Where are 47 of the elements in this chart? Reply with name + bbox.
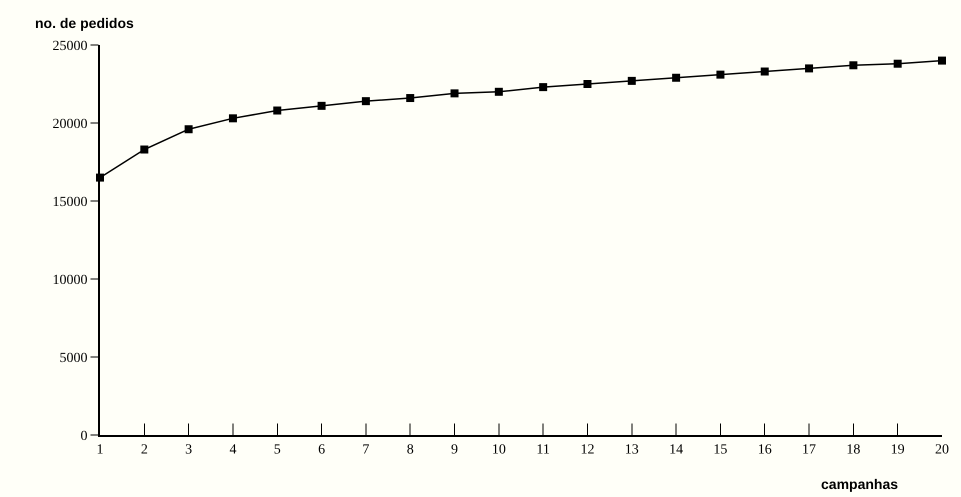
x-tick-label: 6 [318, 442, 326, 458]
point [628, 76, 636, 85]
y-tick-label: 0 [80, 428, 88, 444]
x-tick-label: 10 [492, 442, 506, 458]
x-tick-label: 5 [274, 442, 281, 458]
y-tick-label: 20000 [52, 116, 88, 132]
point [450, 89, 459, 98]
x-tick-label: 19 [890, 442, 905, 458]
point [273, 106, 282, 115]
point [716, 70, 724, 79]
x-axis-title: campanhas [821, 476, 898, 492]
x-tick-label: 1 [96, 442, 104, 458]
y-tick-label: 10000 [52, 272, 88, 288]
y-tick-label: 25000 [52, 38, 88, 54]
x-tick-label: 9 [451, 442, 458, 458]
point [228, 114, 237, 122]
point [184, 125, 193, 134]
point [406, 94, 414, 102]
point [362, 97, 370, 106]
y-axis-title: no. de pedidos [35, 15, 134, 31]
point [583, 80, 592, 88]
x-tick-label: 7 [362, 442, 370, 458]
y-tick-label: 5000 [59, 350, 88, 366]
point [539, 83, 548, 92]
x-tick-label: 16 [758, 442, 772, 458]
point [938, 56, 946, 65]
x-tick-label: 4 [229, 442, 236, 458]
x-tick-label: 17 [802, 442, 816, 458]
x-tick-label: 14 [669, 442, 684, 458]
x-tick-label: 12 [580, 442, 594, 458]
x-tick-label: 11 [536, 442, 550, 458]
x-tick-label: 2 [140, 442, 148, 458]
x-tick-label: 18 [846, 442, 860, 458]
x-tick-label: 20 [935, 442, 949, 458]
x-tick-label: 15 [713, 442, 728, 458]
x-tick-label: 3 [185, 442, 192, 458]
point [894, 60, 902, 68]
point [760, 68, 769, 76]
point [140, 146, 148, 154]
x-tick-label: 13 [624, 442, 639, 458]
point [805, 64, 814, 72]
point [849, 61, 858, 70]
y-tick-label: 15000 [52, 194, 88, 210]
x-tick-label: 8 [406, 442, 414, 458]
point [318, 102, 326, 110]
point [494, 88, 503, 96]
point [672, 74, 680, 82]
